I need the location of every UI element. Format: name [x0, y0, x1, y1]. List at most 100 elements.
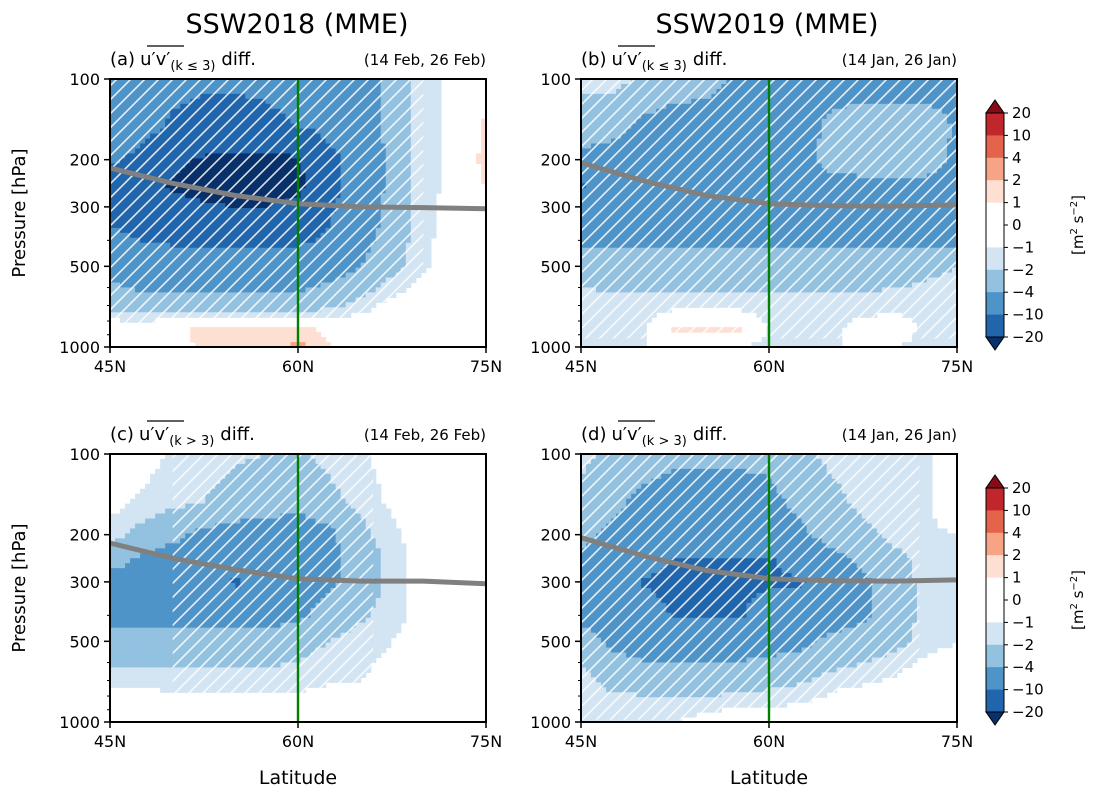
y-tick-label: 100: [69, 445, 100, 464]
panel-title: (a) u′v′(k ≤ 3) diff.: [110, 49, 256, 74]
colorbar-segment: [986, 532, 1004, 556]
colorbar-tick-label: 0: [1012, 216, 1022, 234]
x-tick-label: 75N: [470, 732, 502, 751]
panel-diff: diff.: [693, 49, 728, 70]
unit-sup: −2: [1069, 576, 1080, 591]
colorbar-tick-label: −20: [1012, 703, 1044, 721]
colorbar-tick-label: 10: [1012, 501, 1031, 519]
panel-letter: (c): [110, 424, 134, 445]
y-tick-label: 200: [69, 151, 100, 170]
panel-dates: (14 Jan, 26 Jan): [842, 426, 957, 444]
panel-quantity: u′v′: [611, 424, 641, 445]
unit-mid: s: [1069, 215, 1087, 228]
y-tick-label: 500: [540, 257, 571, 276]
y-tick-label: 1000: [530, 338, 571, 357]
x-tick-label: 60N: [753, 357, 785, 376]
panel-subscript: (k > 3): [642, 434, 687, 449]
colorbar-segment: [986, 622, 1004, 646]
colorbar-segment: [986, 247, 1004, 271]
colorbar-segment: [986, 667, 1004, 691]
colorbar-tick-label: 2: [1012, 171, 1022, 189]
colorbar-tick-label: −2: [1012, 261, 1034, 279]
significance-hatching: [581, 454, 920, 720]
y-tick-label: 300: [69, 573, 100, 592]
colorbar-tick-label: −2: [1012, 636, 1034, 654]
panel-title: (b) u′v′(k ≤ 3) diff.: [581, 49, 727, 74]
x-tick-label: 45N: [94, 732, 126, 751]
colorbar-extend-max: [985, 99, 1005, 114]
panel-title: (d) u′v′(k > 3) diff.: [581, 424, 727, 449]
unit-mid: s: [1069, 590, 1087, 603]
y-tick-label: 500: [69, 257, 100, 276]
column-title-2019: SSW2019 (MME): [656, 9, 879, 40]
x-tick-label: 60N: [282, 732, 314, 751]
significance-hatching: [110, 79, 424, 326]
x-tick-label: 75N: [941, 732, 973, 751]
colorbar-tick-label: −20: [1012, 328, 1044, 346]
colorbar-tick-label: −4: [1012, 658, 1034, 676]
colorbar-tick-label: 2: [1012, 546, 1022, 564]
x-axis-label: Latitude: [730, 767, 808, 789]
colorbar-tick-label: −1: [1012, 238, 1034, 256]
y-tick-label: 1000: [59, 338, 100, 357]
colorbar-tick-label: 20: [1012, 479, 1031, 497]
y-tick-label: 1000: [59, 713, 100, 732]
colorbar-segment: [986, 202, 1004, 226]
panel-quantity: u′v′: [611, 49, 641, 70]
colorbar-tick-label: −10: [1012, 306, 1044, 324]
unit-end: ]: [1069, 570, 1087, 576]
y-tick-label: 200: [69, 526, 100, 545]
unit-base: [m: [1069, 610, 1087, 630]
colorbar-segment: [986, 600, 1004, 623]
x-tick-label: 45N: [565, 357, 597, 376]
panel-subscript: (k > 3): [169, 434, 214, 449]
colorbar-tick-label: 1: [1012, 569, 1022, 587]
colorbar-segment: [986, 555, 1004, 579]
panel-diff: diff.: [221, 49, 256, 70]
y-tick-label: 300: [540, 198, 571, 217]
colorbar-segment: [986, 113, 1004, 136]
unit-sup: 2: [1069, 603, 1080, 609]
colorbar-unit-label: [m2 s−2]: [1069, 195, 1087, 255]
colorbar-extend-min: [985, 711, 1005, 726]
colorbar-tick-label: 20: [1012, 104, 1031, 122]
x-tick-label: 60N: [753, 732, 785, 751]
colorbar-segment: [986, 644, 1004, 668]
colorbar-segment: [986, 225, 1004, 248]
panel-quantity: u′v′: [140, 49, 170, 70]
x-tick-label: 60N: [282, 357, 314, 376]
panel-diff: diff.: [693, 424, 728, 445]
y-tick-label: 100: [69, 70, 100, 89]
colorbar-segment: [986, 180, 1004, 204]
colorbar-tick-label: 0: [1012, 591, 1022, 609]
unit-sup: 2: [1069, 228, 1080, 234]
panel-diff: diff.: [220, 424, 255, 445]
column-title-2018: SSW2018 (MME): [186, 9, 409, 40]
panel-dates: (14 Jan, 26 Jan): [842, 51, 957, 69]
panel-dates: (14 Feb, 26 Feb): [364, 51, 486, 69]
y-tick-label: 100: [540, 445, 571, 464]
panel-subscript: (k ≤ 3): [170, 59, 215, 74]
x-tick-label: 45N: [565, 732, 597, 751]
y-tick-label: 100: [540, 70, 571, 89]
colorbar-segment: [986, 577, 1004, 601]
colorbar-unit-label: [m2 s−2]: [1069, 570, 1087, 630]
colorbar-segment: [986, 488, 1004, 511]
panel-letter: (b): [581, 49, 606, 70]
x-tick-label: 45N: [94, 357, 126, 376]
y-tick-label: 300: [69, 198, 100, 217]
panel-title: (c) u′v′(k > 3) diff.: [110, 424, 255, 449]
panel-dates: (14 Feb, 26 Feb): [364, 426, 486, 444]
colorbar-segment: [986, 314, 1004, 338]
colorbar-segment: [986, 292, 1004, 316]
unit-base: [m: [1069, 235, 1087, 255]
